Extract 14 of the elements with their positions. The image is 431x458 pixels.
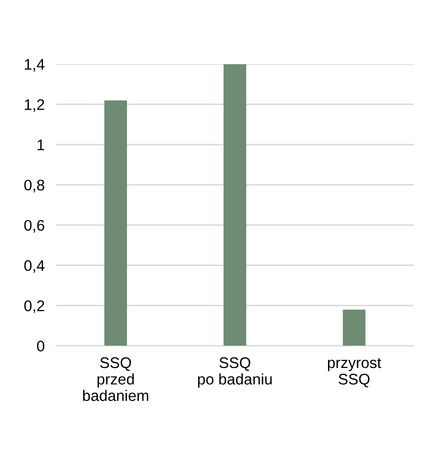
- bar: [104, 100, 127, 346]
- bar: [342, 310, 366, 346]
- y-tick-label: 1,2: [24, 99, 44, 112]
- y-tick-label: 1: [38, 140, 44, 150]
- y-tick-label: 0,4: [24, 260, 44, 273]
- y-tick-label: 0,8: [24, 180, 44, 192]
- y-tick-label: 1,4: [24, 59, 44, 72]
- x-tick-label: SSQ po badaniu: [198, 357, 272, 388]
- y-tick-label: 0: [37, 340, 44, 352]
- x-tick-label: przyrost SSQ: [328, 358, 382, 388]
- y-tick-label: 0,2: [24, 300, 44, 314]
- bar: [224, 64, 246, 346]
- y-tick-label: 0,6: [24, 220, 44, 233]
- x-tick-label: SSQ przed badaniem: [83, 357, 148, 402]
